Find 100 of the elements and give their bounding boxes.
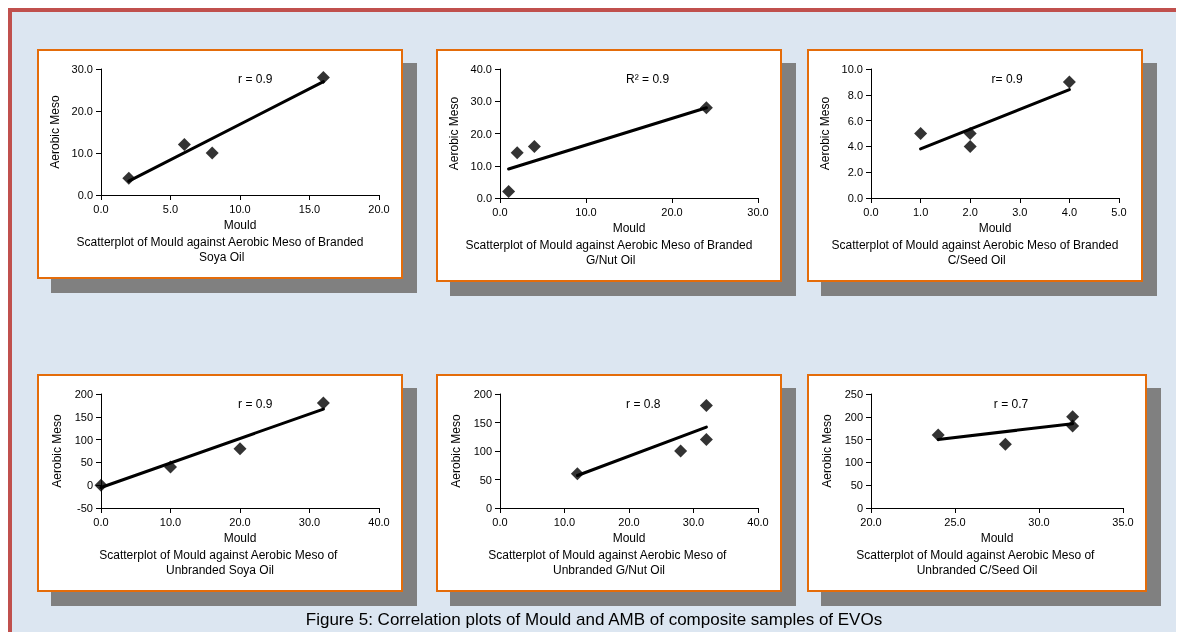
y-tick-label: -50 [77,502,93,514]
point [1066,419,1080,433]
x-tick-label: 0.0 [863,205,879,218]
y-tick-label: 200 [473,388,492,400]
y-tick-label: 0.0 [847,192,863,204]
x-tick-label: 35.0 [1112,515,1134,528]
y-axis-title: Aerobic Meso [47,95,62,169]
y-tick-label: 30.0 [71,63,93,75]
x-tick-label: 0.0 [93,515,109,528]
x-tick-label: 3.0 [1012,205,1028,218]
y-tick-label: 0.0 [77,189,93,201]
x-tick-label: 30.0 [1028,515,1050,528]
y-tick-label: 0 [86,479,93,492]
y-axis-title: Aerobic Meso [50,414,64,488]
point [164,460,177,474]
annotation: r = 0.9 [238,72,273,86]
x-tick-label: 20.0 [618,515,640,528]
y-tick-label: 0 [856,502,863,514]
point [177,138,191,152]
point [998,437,1012,451]
x-tick-label: 1.0 [912,205,929,218]
x-axis-title: Mould [980,530,1014,545]
point [316,70,330,84]
x-axis-title: Mould [612,220,646,235]
y-tick-label: 10.0 [470,159,492,172]
y-tick-label: 10.0 [841,63,863,75]
x-tick-label: 20.0 [661,205,683,218]
y-tick-label: 200 [844,410,863,423]
y-tick-label: 0.0 [476,192,492,204]
y-axis-title: Aerobic Meso [446,96,461,171]
x-tick-label: 0.0 [93,202,109,215]
y-tick-label: 40.0 [470,63,492,75]
annotation: r = 0.7 [993,397,1029,411]
x-tick-label: 30.0 [298,515,321,528]
y-axis-title: Aerobic Meso [449,414,463,488]
y-tick-label: 200 [74,388,93,400]
point [94,478,108,492]
text: Scatterplot of Mould against Aerobic Meso of Unbranded G/Nut Oil [488,547,730,577]
x-tick-label: 20.0 [860,515,882,528]
annotation: r = 0.8 [626,397,661,411]
point [1062,75,1076,89]
point [674,444,688,458]
y-tick-label: 150 [74,410,93,423]
text: Scatterplot of Mould against Aerobic Meso of Unbranded Soya Oil [99,547,341,577]
y-tick-label: 0 [485,502,492,514]
x-tick-label: 2.0 [962,205,978,218]
x-tick-label: 10.0 [553,515,576,528]
point [316,396,330,410]
x-axis-title: Mould [223,530,257,545]
point [502,185,516,199]
y-tick-label: 4.0 [847,140,863,153]
y-tick-label: 20.0 [71,105,93,117]
point [699,101,713,115]
y-tick-label: 2.0 [847,166,863,179]
x-tick-label: 20.0 [229,515,251,528]
y-axis-title: Aerobic Meso [817,96,832,171]
y-tick-label: 100 [473,445,492,457]
x-tick-label: 0.0 [492,205,508,218]
point [914,127,928,140]
x-tick-label: 10.0 [575,205,597,218]
y-tick-label: 6.0 [847,114,863,127]
text: Figure 5: Correlation plots of Mould and AMB of composite samples of EVOs [305,610,883,629]
y-tick-label: 250 [844,388,863,400]
point [233,442,247,456]
point [205,146,219,160]
y-tick-label: 50 [850,479,863,492]
y-axis-title: Aerobic Meso [820,414,834,488]
point [510,146,524,160]
y-tick-label: 50 [479,473,492,486]
x-axis-title: Mould [223,217,257,232]
y-tick-label: 8.0 [847,88,863,101]
point [963,139,977,153]
x-tick-label: 40.0 [747,515,769,528]
annotation: R² = 0.9 [626,72,670,86]
x-tick-label: 10.0 [159,515,182,528]
text: Scatterplot of Mould against Aerobic Meso of Branded G/Nut Oil [465,237,753,267]
x-tick-label: 4.0 [1061,205,1078,218]
x-tick-label: 10.0 [229,202,251,215]
point [122,171,136,185]
point [527,139,541,153]
y-tick-label: 150 [473,416,492,429]
y-tick-label: 100 [74,433,93,446]
text: Scatterplot of Mould against Aerobic Meso of Branded C/Seed Oil [831,237,1119,267]
y-tick-label: 20.0 [470,127,492,140]
y-tick-label: 100 [844,456,863,469]
x-tick-label: 25.0 [944,515,966,528]
point [963,127,977,140]
point [699,433,713,447]
text: Scatterplot of Mould against Aerobic Meso of Branded Soya Oil [76,234,364,264]
x-tick-label: 30.0 [747,205,769,218]
x-tick-label: 0.0 [492,515,508,528]
x-tick-label: 20.0 [368,202,390,215]
x-axis-title: Mould [978,220,1012,235]
y-tick-label: 10.0 [71,147,93,159]
point [699,398,713,412]
point [1066,410,1080,424]
y-tick-label: 150 [844,433,863,446]
y-tick-label: 50 [80,456,93,469]
x-tick-label: 30.0 [682,515,705,528]
y-tick-label: 30.0 [470,95,492,108]
